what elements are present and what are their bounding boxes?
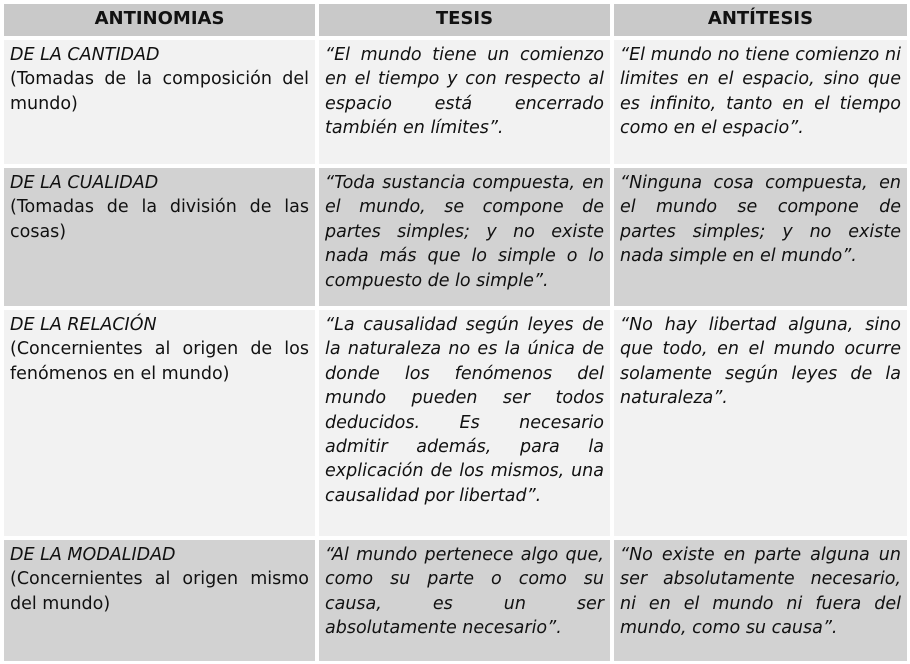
antitesis-cell: “No hay libertad alguna, sino que todo, …: [614, 310, 907, 536]
antitesis-cell: “No existe en parte alguna un ser absolu…: [614, 540, 907, 661]
tesis-cell: “El mundo tiene un comienzo en el tiempo…: [319, 40, 610, 164]
antinomia-subtitle: (Concernientes al origen de los fenómeno…: [10, 339, 309, 384]
tesis-cell: “Al mundo pertenece algo que, como su pa…: [319, 540, 610, 661]
antinomia-subtitle: (Concernientes al origen mismo del mundo…: [10, 569, 309, 614]
tesis-cell: “Toda sustancia compuesta, en el mundo, …: [319, 168, 610, 306]
header-antitesis: ANTÍTESIS: [614, 4, 907, 36]
antitesis-cell: “Ninguna cosa compuesta, en el mundo se …: [614, 168, 907, 306]
header-antinomias: ANTINOMIAS: [4, 4, 315, 36]
antinomia-subtitle: (Tomadas de la composición del mundo): [10, 69, 309, 114]
antinomias-table: ANTINOMIAS TESIS ANTÍTESIS DE LA CANTIDA…: [4, 4, 907, 661]
antinomia-cell: DE LA MODALIDAD (Concernientes al origen…: [4, 540, 315, 661]
tesis-cell: “La causalidad según leyes de la natural…: [319, 310, 610, 536]
antinomia-cell: DE LA CUALIDAD (Tomadas de la división d…: [4, 168, 315, 306]
antinomia-cell: DE LA CANTIDAD (Tomadas de la composició…: [4, 40, 315, 164]
antinomia-cell: DE LA RELACIÓN (Concernientes al origen …: [4, 310, 315, 536]
antinomia-subtitle: (Tomadas de la división de las cosas): [10, 197, 309, 242]
antinomia-title: DE LA RELACIÓN: [10, 315, 157, 335]
antitesis-cell: “El mundo no tiene comienzo ni limites e…: [614, 40, 907, 164]
antinomia-title: DE LA MODALIDAD: [10, 545, 176, 565]
header-tesis: TESIS: [319, 4, 610, 36]
antinomia-title: DE LA CANTIDAD: [10, 45, 160, 65]
antinomia-title: DE LA CUALIDAD: [10, 173, 159, 193]
